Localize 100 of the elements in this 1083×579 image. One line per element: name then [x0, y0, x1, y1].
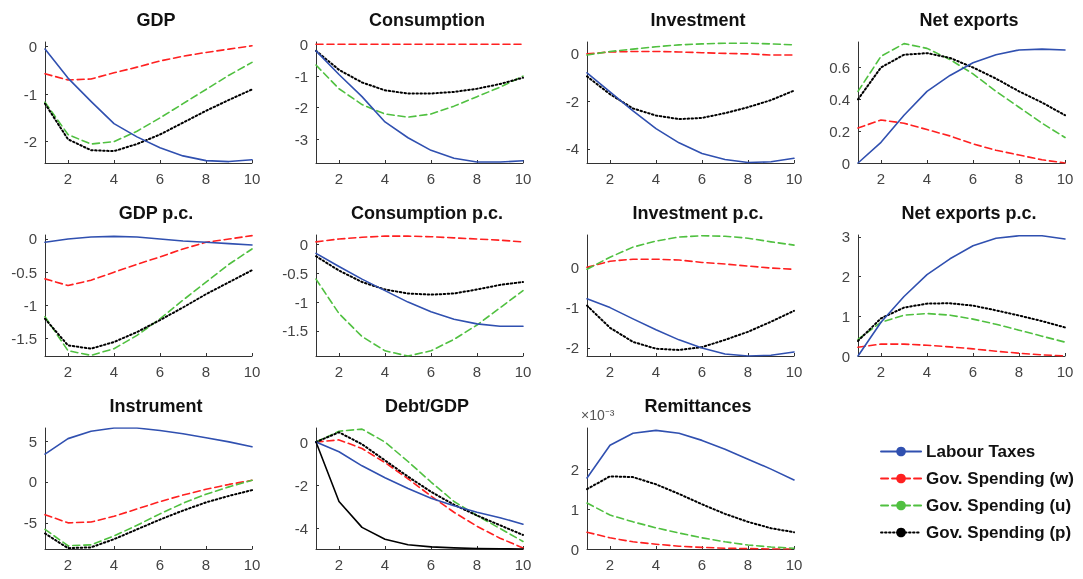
x-tick-label: 2 — [63, 363, 73, 380]
x-tick-label: 4 — [922, 363, 932, 380]
x-tick-label: 6 — [426, 170, 436, 187]
line-series — [586, 304, 795, 351]
x-tick-label: 10 — [514, 556, 532, 573]
line-series — [857, 302, 1066, 342]
x-tick-label: 8 — [743, 363, 753, 380]
legend-label: Gov. Spending (p) — [926, 523, 1072, 542]
y-tick-label: -1 — [294, 293, 308, 311]
x-tick-label: 8 — [472, 170, 482, 187]
chart-title: Investment — [650, 10, 746, 30]
legend-label: Gov. Spending (w) — [926, 469, 1074, 488]
y-tick-label: -2 — [565, 339, 579, 357]
x-tick-label: 8 — [472, 363, 482, 380]
x-tick-label: 2 — [876, 363, 886, 380]
x-tick-label: 2 — [334, 556, 344, 573]
x-tick-label: 2 — [605, 556, 615, 573]
x-tick-label: 4 — [651, 363, 661, 380]
line-series — [857, 52, 1066, 117]
legend-label: Gov. Spending (u) — [926, 496, 1072, 515]
y-tick-label: 3 — [841, 228, 850, 246]
x-tick-label: 8 — [201, 556, 211, 573]
x-tick-label: 6 — [697, 556, 707, 573]
chart-title: Net exports p.c. — [901, 203, 1037, 223]
line-series — [857, 312, 1066, 343]
x-tick-label: 4 — [109, 170, 119, 187]
x-tick-label: 2 — [63, 556, 73, 573]
y-tick-label: 0 — [28, 38, 37, 56]
x-tick-label: 2 — [605, 170, 615, 187]
chart-title: Consumption — [369, 10, 485, 30]
y-tick-label: -2 — [294, 476, 308, 494]
y-tick-label: 2 — [570, 460, 579, 478]
x-tick-label: 4 — [380, 170, 390, 187]
chart-title: GDP — [136, 10, 176, 30]
y-tick-label: 1 — [841, 307, 850, 325]
y-tick-label: 0 — [299, 36, 308, 54]
line-series — [44, 61, 253, 145]
x-tick-label: 10 — [1056, 363, 1074, 380]
x-tick-label: 8 — [743, 170, 753, 187]
y-tick-label: 0 — [299, 236, 308, 254]
y-tick-label: 0 — [28, 473, 37, 491]
y-tick-label: -2 — [294, 99, 308, 117]
x-tick-label: 10 — [785, 363, 803, 380]
chart-title: Remittances — [644, 396, 752, 416]
x-tick-label: 10 — [785, 170, 803, 187]
x-tick-label: 4 — [380, 556, 390, 573]
y-tick-label: 0 — [841, 154, 850, 172]
y-tick-label: -1.5 — [11, 330, 37, 348]
chart-title: Net exports — [919, 10, 1019, 30]
x-tick-label: 6 — [697, 170, 707, 187]
x-tick-label: 4 — [651, 556, 661, 573]
y-tick-label: -1 — [565, 299, 579, 317]
x-tick-label: 6 — [155, 170, 165, 187]
x-tick-label: 4 — [922, 170, 932, 187]
y-tick-label: 5 — [28, 432, 37, 450]
line-series — [44, 427, 253, 455]
x-tick-label: 8 — [472, 556, 482, 573]
y-tick-label: 0 — [570, 540, 579, 558]
x-tick-label: 8 — [201, 363, 211, 380]
chart-title: Investment p.c. — [632, 203, 764, 223]
x-tick-label: 6 — [426, 556, 436, 573]
x-tick-label: 4 — [109, 556, 119, 573]
line-series — [586, 42, 795, 56]
y-tick-label: -0.5 — [282, 264, 308, 282]
x-tick-label: 8 — [201, 170, 211, 187]
line-series — [586, 235, 795, 271]
line-series — [857, 42, 1066, 139]
y-tick-label: -2 — [565, 92, 579, 110]
line-series — [586, 429, 795, 481]
x-tick-label: 10 — [514, 363, 532, 380]
x-tick-label: 6 — [426, 363, 436, 380]
line-series — [586, 75, 795, 121]
y-tick-label: 2 — [841, 268, 850, 286]
y-tick-label: 0.2 — [829, 122, 850, 140]
legend-label: Labour Taxes — [926, 442, 1036, 461]
y-tick-label: 0 — [570, 45, 579, 63]
y-tick-label: -1 — [294, 67, 308, 85]
line-series — [857, 234, 1066, 357]
x-tick-label: 10 — [1056, 170, 1074, 187]
y-tick-label: -1 — [23, 296, 37, 314]
line-series — [44, 234, 253, 287]
x-tick-label: 2 — [605, 363, 615, 380]
x-tick-label: 10 — [785, 556, 803, 573]
x-tick-label: 4 — [651, 170, 661, 187]
x-tick-label: 2 — [63, 170, 73, 187]
x-tick-label: 2 — [334, 363, 344, 380]
line-series — [44, 235, 253, 246]
line-series — [315, 64, 524, 118]
line-series — [586, 475, 795, 534]
chart-title: Instrument — [109, 396, 203, 416]
chart-title: GDP p.c. — [118, 203, 194, 223]
y-tick-label: -4 — [565, 140, 579, 158]
line-series — [44, 269, 253, 350]
y-tick-label: -5 — [23, 514, 37, 532]
y-tick-label: 0 — [28, 230, 37, 248]
x-tick-label: 8 — [1014, 170, 1024, 187]
y-tick-label: 1 — [570, 500, 579, 518]
y-tick-label: 0 — [841, 347, 850, 365]
chart-title: Consumption p.c. — [351, 203, 503, 223]
line-series — [44, 45, 253, 81]
